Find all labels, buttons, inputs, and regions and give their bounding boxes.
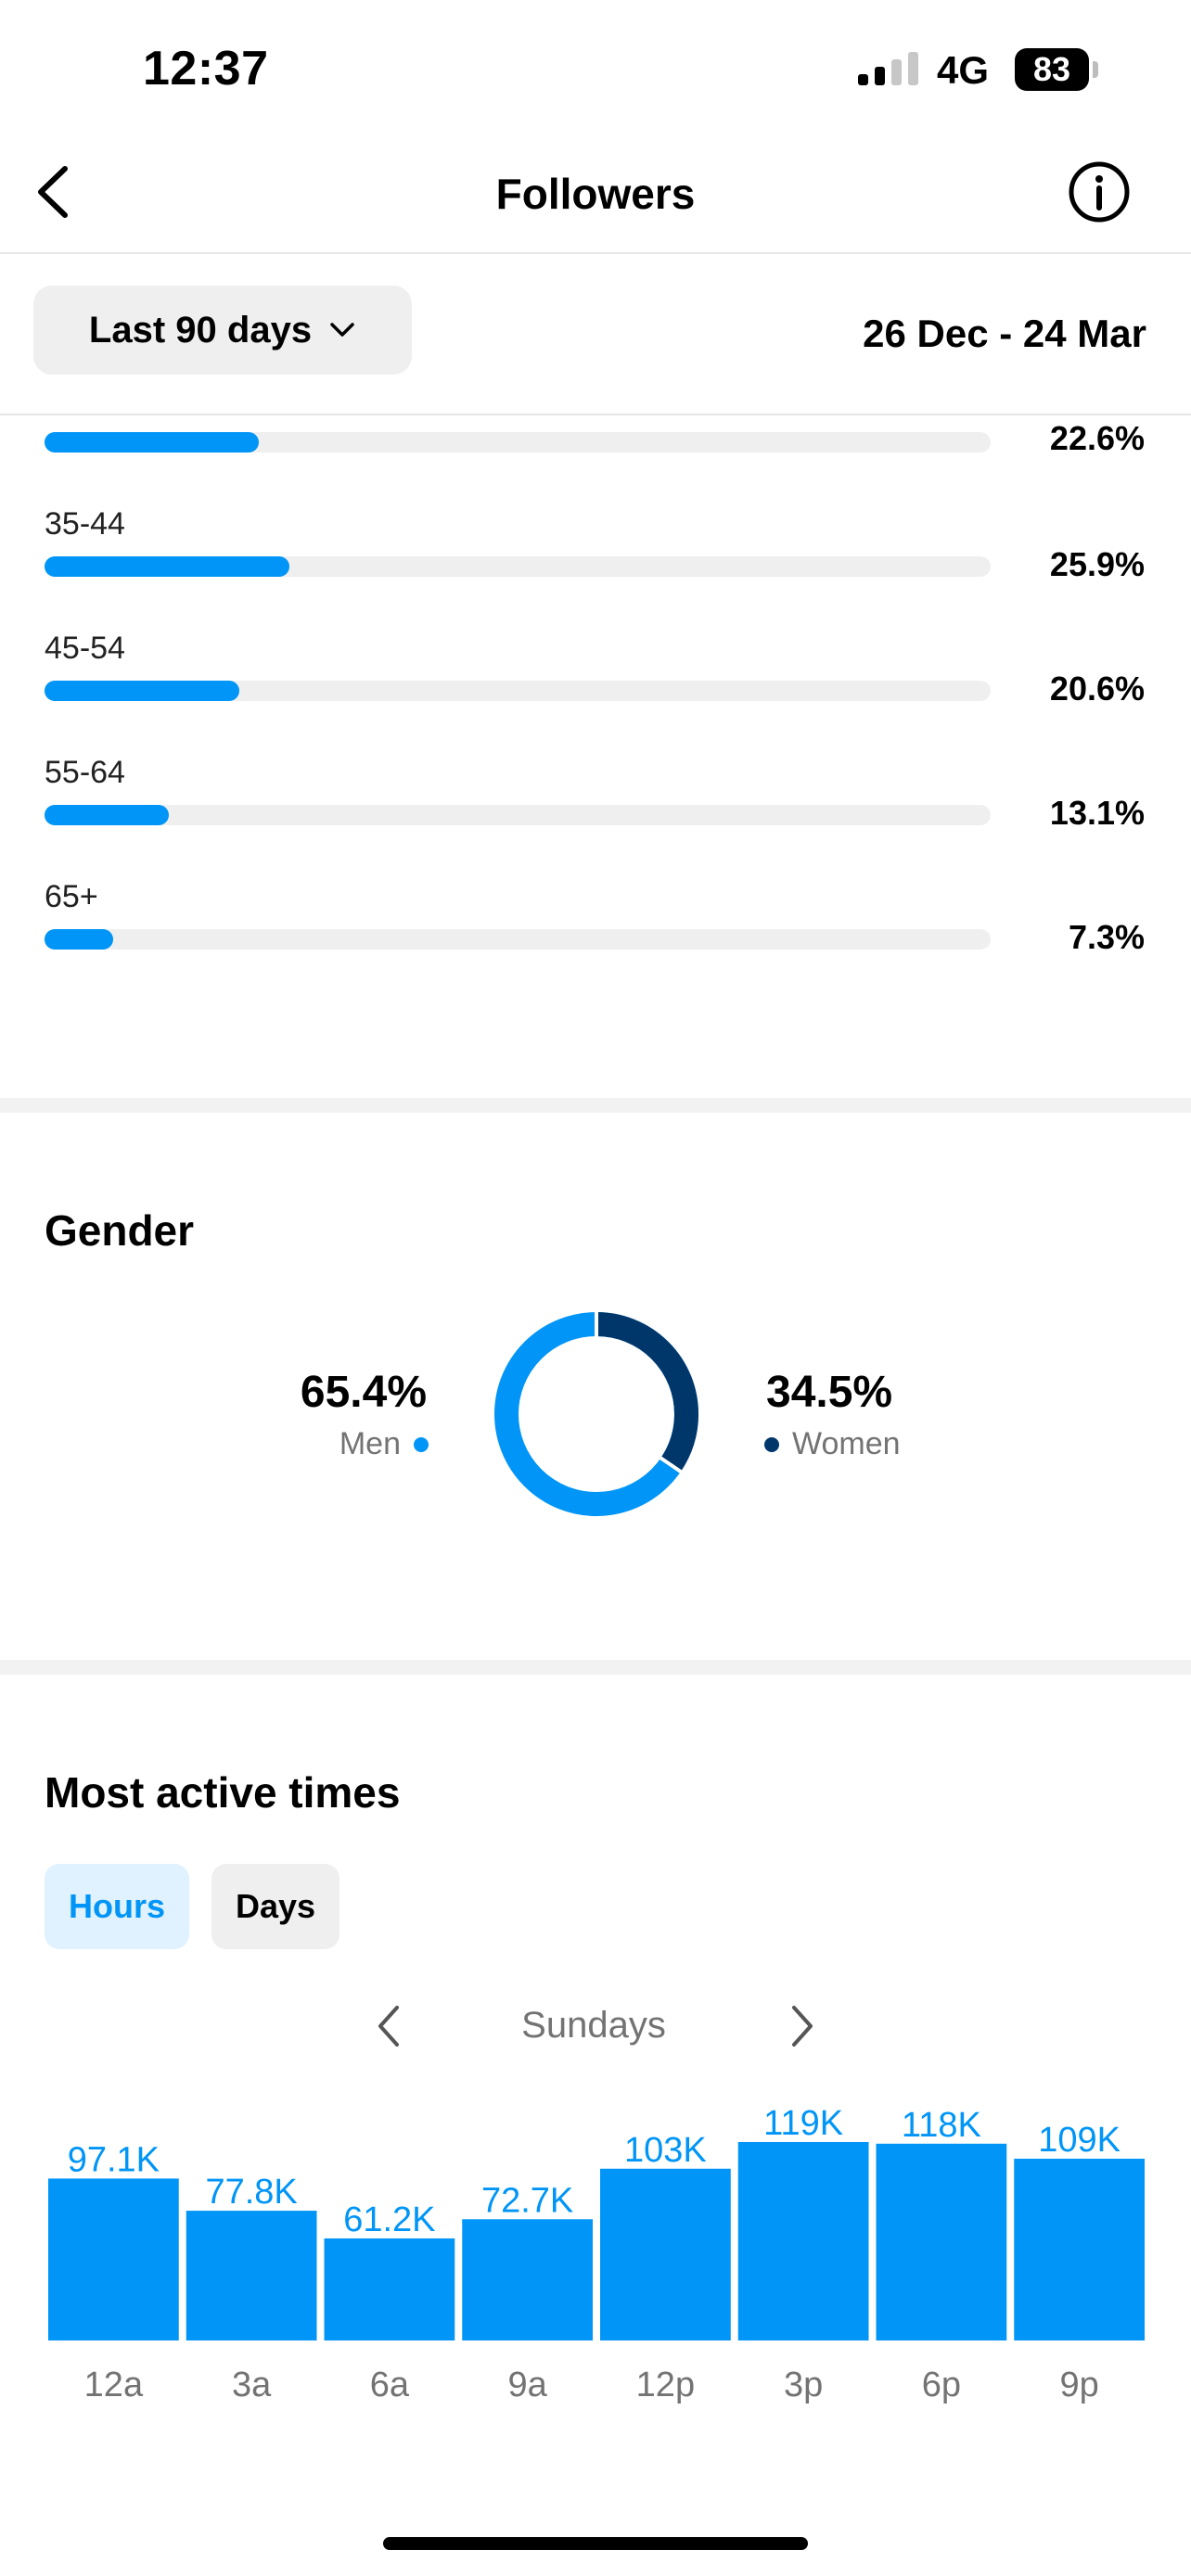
age-bar-track (45, 556, 991, 577)
age-bar-track (45, 805, 991, 825)
chart-bar (462, 2219, 593, 2340)
age-percent: 20.6% (1049, 670, 1145, 708)
women-label: Women (792, 1426, 901, 1461)
x-tick-label: 12a (84, 2366, 144, 2404)
men-label: Men (339, 1426, 401, 1461)
age-label: 45-54 (45, 631, 125, 666)
header-divider (0, 252, 1191, 254)
x-tick-label: 6p (922, 2366, 961, 2404)
previous-day-button[interactable] (369, 1998, 410, 2059)
age-bar-fill (45, 681, 240, 701)
network-type: 4G (937, 48, 990, 92)
chart-bar (48, 2178, 179, 2340)
date-range-dropdown[interactable]: Last 90 days (33, 286, 412, 375)
page-title: Followers (495, 170, 696, 218)
age-label: 35-44 (45, 506, 125, 542)
bar-value-label: 61.2K (343, 2200, 435, 2239)
men-percent: 65.4% (300, 1368, 427, 1417)
x-tick-label: 3a (232, 2366, 272, 2404)
x-tick-label: 9a (507, 2366, 547, 2404)
status-time: 12:37 (143, 42, 269, 96)
day-label: Sundays (521, 2005, 666, 2046)
chart-bar (324, 2238, 455, 2340)
x-tick-label: 12p (636, 2366, 695, 2404)
info-button[interactable] (1067, 159, 1132, 224)
chart-bar (1014, 2158, 1145, 2340)
tab-days[interactable]: Days (211, 1864, 339, 1949)
battery-cap (1093, 61, 1098, 78)
bar-value-label: 109K (1038, 2121, 1121, 2160)
section-separator (0, 1098, 1191, 1113)
chart-bar (186, 2211, 317, 2340)
chevron-right-icon (792, 2006, 813, 2047)
x-tick-label: 6a (370, 2366, 410, 2404)
bar-value-label: 103K (624, 2131, 707, 2170)
age-percent: 22.6% (1049, 419, 1145, 457)
gender-donut-chart (494, 1310, 698, 1516)
men-legend: Men (339, 1426, 429, 1462)
women-dot (764, 1436, 779, 1452)
bar-value-label: 97.1K (68, 2140, 160, 2179)
bar-value-label: 119K (763, 2104, 843, 2143)
active-times-bar-chart: 97.1K 12a 77.8K 3a 61.2K 6a 72.7K 9a 103K 12p 119K… (48, 2104, 1145, 2404)
info-circle-icon (1069, 161, 1130, 223)
battery-icon: 83 (1015, 48, 1089, 91)
women-percent: 34.5% (766, 1368, 893, 1417)
x-tick-label: 9p (1059, 2366, 1098, 2404)
age-percent: 7.3% (1068, 918, 1145, 956)
men-dot (414, 1436, 429, 1452)
chevron-left-icon (38, 166, 68, 218)
chevron-down-icon (330, 323, 354, 337)
date-range-label: Last 90 days (88, 309, 313, 351)
bar-value-label: 118K (902, 2106, 981, 2145)
cellular-signal-icon (858, 52, 918, 85)
age-bar-fill (45, 556, 290, 577)
age-percent: 13.1% (1049, 794, 1145, 832)
chevron-left-icon (378, 2006, 399, 2047)
age-bar-track (45, 929, 991, 950)
women-legend: Women (764, 1426, 901, 1462)
active-times-title: Most active times (45, 1768, 401, 1817)
age-percent: 25.9% (1049, 545, 1145, 583)
chart-bar (600, 2168, 731, 2340)
bar-value-label: 77.8K (205, 2173, 297, 2212)
age-bar-track (45, 681, 991, 701)
battery-level: 83 (1032, 50, 1071, 88)
bar-value-label: 72.7K (481, 2181, 573, 2220)
home-indicator (383, 2537, 808, 2550)
date-range-text: 26 Dec - 24 Mar (863, 312, 1146, 355)
age-label: 65+ (45, 879, 98, 914)
chart-bar (737, 2142, 869, 2340)
next-day-button[interactable] (781, 1998, 822, 2059)
chart-bar (876, 2143, 1007, 2340)
tab-hours[interactable]: Hours (45, 1864, 189, 1949)
filter-divider (0, 414, 1191, 415)
age-bar-fill (45, 805, 169, 825)
age-bar-fill (45, 929, 114, 950)
age-bar-track (45, 432, 991, 453)
age-label: 55-64 (45, 755, 125, 790)
age-bar-fill (45, 432, 259, 453)
x-tick-label: 3p (784, 2366, 823, 2404)
gender-title: Gender (45, 1206, 195, 1255)
back-button[interactable] (28, 159, 83, 224)
donut-gap (658, 1455, 684, 1474)
section-separator (0, 1660, 1191, 1675)
